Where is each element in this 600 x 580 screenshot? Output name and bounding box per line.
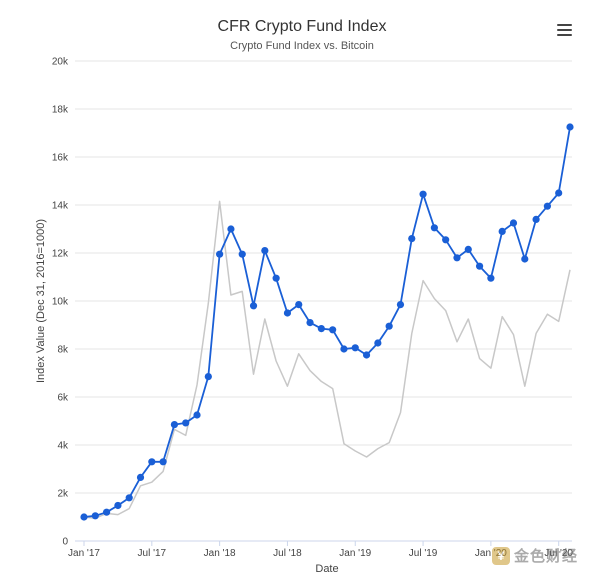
fund-data-point[interactable] (91, 512, 99, 520)
series-layer (80, 123, 574, 521)
fund-data-point[interactable] (521, 255, 529, 263)
fund-data-point[interactable] (216, 250, 224, 258)
x-tick-label: Jul '19 (409, 548, 438, 559)
chart-title: CFR Crypto Fund Index (218, 18, 387, 35)
fund-data-point[interactable] (125, 494, 133, 502)
fund-data-point[interactable] (475, 262, 484, 270)
y-tick-label: 8k (57, 345, 69, 356)
fund-data-point[interactable] (249, 302, 258, 310)
fund-series-line (83, 126, 571, 518)
fund-data-point[interactable] (509, 219, 518, 227)
x-tick-label: Jul '17 (138, 548, 167, 559)
fund-data-point[interactable] (329, 326, 337, 334)
x-axis-ticks: Jan '17 Jul '17 Jan '18 Jul '18 Jan '19 Jul '… (68, 540, 573, 559)
fund-data-point[interactable] (204, 373, 212, 381)
fund-data-point[interactable] (487, 274, 495, 282)
fund-data-point[interactable] (193, 411, 201, 419)
fund-data-point[interactable] (453, 254, 461, 262)
y-tick-label: 0 (62, 537, 68, 548)
fund-data-point[interactable] (385, 322, 393, 330)
x-tick-label: Jul '18 (273, 548, 302, 559)
grid-lines (75, 60, 572, 542)
x-tick-label: Jan '20 (475, 548, 507, 559)
fund-data-point[interactable] (103, 508, 111, 516)
fund-data-point[interactable] (555, 189, 563, 197)
fund-data-point[interactable] (543, 202, 551, 210)
x-tick-label: Jan '19 (339, 548, 371, 559)
fund-data-point[interactable] (362, 351, 371, 359)
fund-data-point[interactable] (306, 319, 314, 327)
watermark-text: 金色财经 (514, 548, 579, 565)
y-tick-label: 16k (52, 153, 69, 164)
fund-data-point[interactable] (159, 458, 167, 466)
fund-data-point[interactable] (408, 235, 416, 243)
fund-data-point[interactable] (238, 250, 246, 258)
fund-data-point[interactable] (532, 215, 540, 223)
y-tick-label: 12k (52, 249, 69, 260)
x-tick-label: Jan '18 (204, 548, 236, 559)
coin-logo-icon: ¥ (492, 546, 510, 565)
fund-data-point[interactable] (442, 236, 450, 244)
fund-data-point[interactable] (295, 301, 303, 309)
fund-data-point[interactable] (430, 224, 438, 232)
fund-data-point[interactable] (80, 513, 88, 521)
y-axis-title: Index Value (Dec 31, 2016=1000) (35, 219, 47, 383)
x-tick-label: Jan '17 (68, 548, 100, 559)
fund-data-point[interactable] (261, 247, 269, 255)
fund-data-point[interactable] (498, 227, 506, 235)
y-tick-label: 6k (57, 393, 69, 404)
fund-data-point[interactable] (272, 274, 280, 282)
y-tick-label: 2k (57, 489, 69, 500)
fund-data-point[interactable] (351, 344, 359, 352)
y-tick-label: 4k (57, 441, 69, 452)
fund-data-point[interactable] (136, 473, 145, 481)
fund-data-point[interactable] (317, 325, 325, 333)
y-tick-label: 18k (52, 105, 69, 116)
fund-data-point[interactable] (566, 123, 574, 131)
fund-data-point[interactable] (340, 345, 348, 353)
fund-data-point[interactable] (374, 339, 382, 347)
fund-data-point[interactable] (464, 245, 472, 253)
fund-data-point[interactable] (170, 421, 179, 429)
fund-data-point[interactable] (283, 309, 292, 317)
x-axis-title: Date (315, 563, 338, 575)
y-tick-label: 14k (52, 201, 69, 212)
x-tick-label: Jul '20 (544, 548, 573, 559)
fund-data-point[interactable] (148, 458, 156, 466)
fund-data-point[interactable] (396, 301, 405, 309)
y-tick-label: 10k (52, 297, 69, 308)
chart-subtitle: Crypto Fund Index vs. Bitcoin (230, 40, 374, 52)
y-axis-ticks: 0 2k 4k 6k 8k 10k 12k 14k 16k 18k 20k (52, 57, 69, 548)
hamburger-menu-icon[interactable] (557, 24, 572, 36)
fund-data-point[interactable] (419, 190, 427, 198)
fund-data-point[interactable] (114, 501, 122, 510)
fund-data-point[interactable] (182, 419, 190, 427)
y-tick-label: 20k (52, 57, 69, 68)
watermark: ¥ 金色财经 (492, 545, 578, 566)
fund-data-point[interactable] (227, 225, 235, 233)
